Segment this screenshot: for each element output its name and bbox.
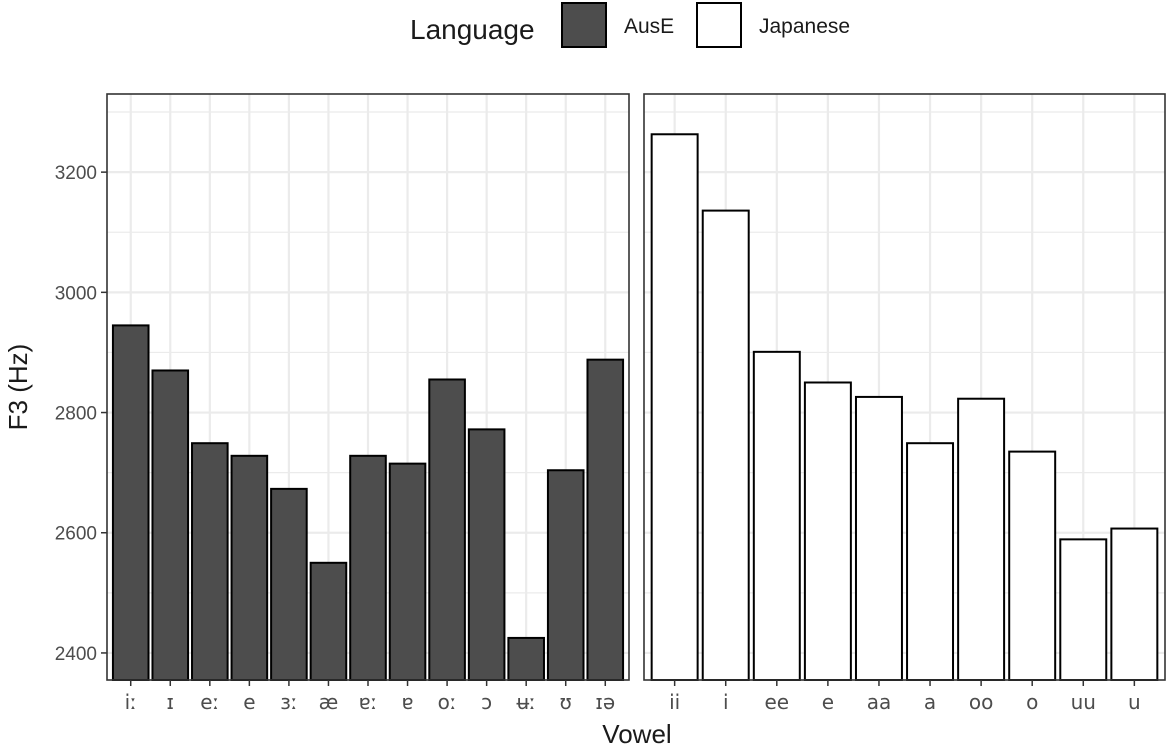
bar-1-8 xyxy=(1059,538,1108,681)
bar-1-0 xyxy=(650,133,699,681)
y-tick-label: 3200 xyxy=(55,163,97,184)
x-tick-label: e xyxy=(822,690,834,714)
x-tick-label: ɪ xyxy=(167,690,174,714)
legend-key-japanese xyxy=(696,2,742,48)
y-tick-label: 2400 xyxy=(55,644,97,665)
bar-0-5 xyxy=(309,561,348,681)
bar-0-7 xyxy=(388,462,427,681)
x-tick-label: ɐ xyxy=(402,690,414,714)
bar-1-2 xyxy=(752,350,801,681)
x-tick-label: e xyxy=(243,690,255,714)
panel-japanese: ii i ee e aa a oo o uu u xyxy=(643,93,1166,714)
x-tick-label: ɪə xyxy=(595,690,615,714)
panel-ause: iː ɪ eː e ɜː æ ɐː ɐ oː ɔ ʉː ʊ ɪə xyxy=(106,93,630,714)
bar-1-9 xyxy=(1110,527,1159,682)
legend-label-japanese: Japanese xyxy=(759,15,850,38)
x-tick-label: æ xyxy=(319,690,339,714)
legend-title: Language xyxy=(410,14,535,45)
x-tick-label: oː xyxy=(438,690,457,714)
bar-0-11 xyxy=(546,469,585,682)
y-tick-label: 3000 xyxy=(55,283,97,304)
bar-1-7 xyxy=(1008,450,1057,681)
bar-1-1 xyxy=(701,209,750,681)
y-axis: 2400 2600 2800 3000 3200 xyxy=(55,163,107,665)
bar-0-2 xyxy=(191,442,229,681)
y-tick-label: 2600 xyxy=(55,524,97,545)
bar-0-3 xyxy=(230,454,269,682)
bar-0-9 xyxy=(467,428,506,681)
bar-1-4 xyxy=(854,395,903,681)
x-tick-label: oo xyxy=(969,690,993,714)
x-tick-label: a xyxy=(924,690,936,714)
y-tick-label: 2800 xyxy=(55,404,97,425)
bar-0-1 xyxy=(151,369,190,681)
x-tick-label: ii xyxy=(669,690,680,714)
bar-0-10 xyxy=(507,636,545,682)
x-tick-label: ʊ xyxy=(560,690,572,714)
x-tick-label: i xyxy=(723,690,729,714)
x-tick-label: o xyxy=(1026,690,1038,714)
x-tick-label: eː xyxy=(200,690,219,714)
x-axis-title: Vowel xyxy=(602,719,671,746)
x-tick-label: ɜː xyxy=(280,690,297,714)
legend-label-ause: AusE xyxy=(624,15,674,38)
bar-0-12 xyxy=(586,358,625,681)
x-tick-label: ɔ xyxy=(481,690,492,714)
bar-0-6 xyxy=(349,454,387,682)
x-tick-label: u xyxy=(1128,690,1141,714)
bar-0-8 xyxy=(428,378,466,681)
bar-0-4 xyxy=(270,487,308,681)
x-tick-label: ʉː xyxy=(516,690,535,714)
x-tick-label: uu xyxy=(1071,690,1096,714)
bar-1-3 xyxy=(803,381,852,681)
panel-border xyxy=(643,93,1166,681)
x-tick-label: aa xyxy=(867,690,892,714)
legend: Language AusE Japanese xyxy=(410,2,850,48)
x-tick-label: iː xyxy=(125,690,137,714)
x-tick-label: ee xyxy=(764,690,789,714)
legend-key-ause xyxy=(561,2,607,48)
bar-1-5 xyxy=(906,442,955,681)
bar-1-6 xyxy=(957,397,1006,681)
x-tick-label: ɐː xyxy=(359,690,378,714)
y-axis-title: F3 (Hz) xyxy=(3,344,33,431)
bar-0-0 xyxy=(111,324,150,681)
